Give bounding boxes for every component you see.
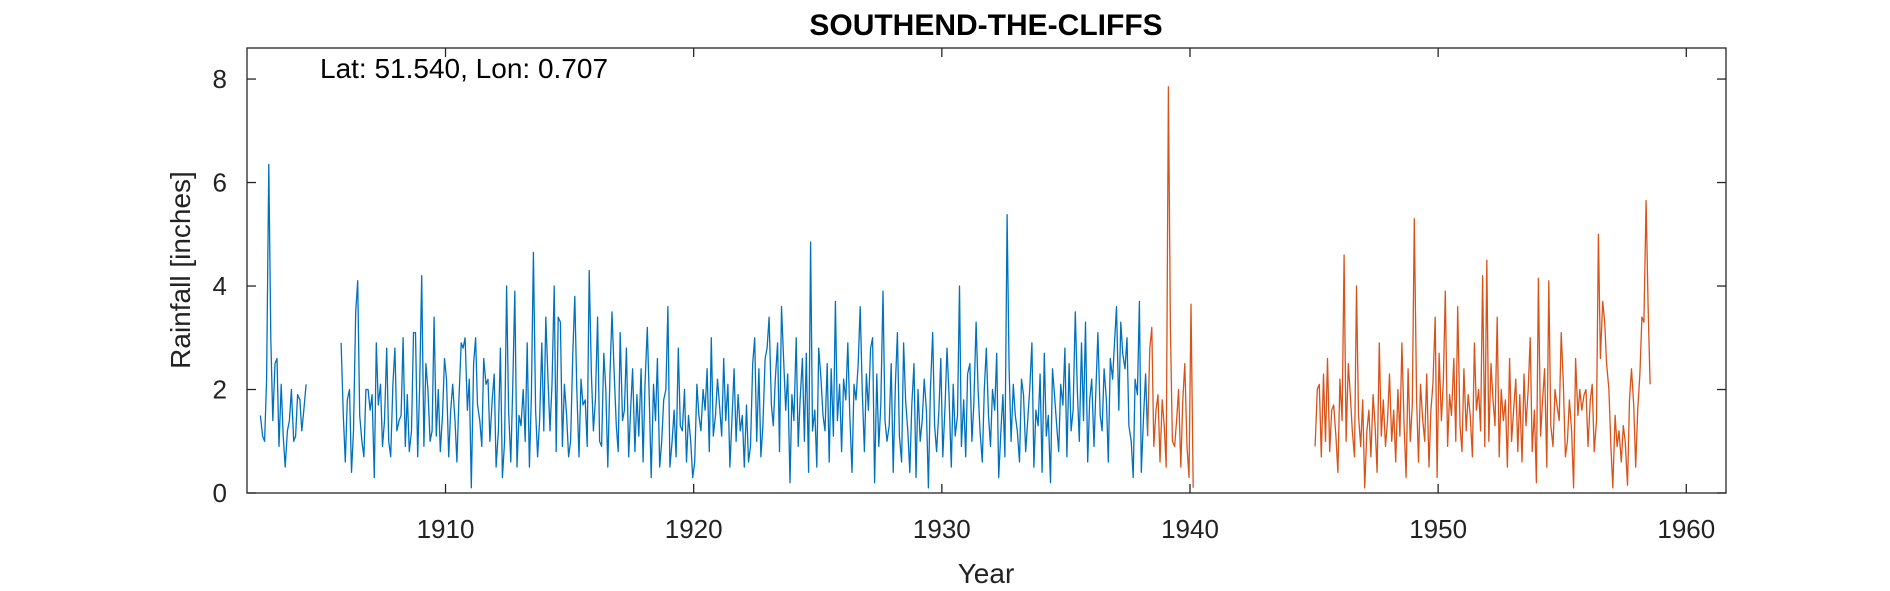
x-tick-label-1940: 1940 xyxy=(1161,514,1219,544)
y-tick-label-8: 8 xyxy=(213,64,227,94)
plot-frame xyxy=(246,47,1727,494)
series-1-line-segment-2 xyxy=(340,213,1149,489)
series-layer xyxy=(259,86,1651,489)
x-tick-label-1950: 1950 xyxy=(1409,514,1467,544)
plot-area xyxy=(247,48,1726,493)
chart-title: SOUTHEND-THE-CLIFFS xyxy=(809,9,1162,42)
series-2-line-segment-1 xyxy=(1146,86,1194,488)
series-2-line-segment-2 xyxy=(1314,199,1651,489)
series-1-line-segment-1 xyxy=(259,163,307,468)
y-tick-label-4: 4 xyxy=(213,271,227,301)
x-tick-label-1960: 1960 xyxy=(1657,514,1715,544)
ticks-layer: 1910 1920 1930 1940 1950 1960 0 2 4 6 8 xyxy=(213,48,1726,544)
location-annotation: Lat: 51.540, Lon: 0.707 xyxy=(320,53,608,84)
y-tick-label-6: 6 xyxy=(213,168,227,198)
x-tick-label-1910: 1910 xyxy=(417,514,475,544)
y-axis-label: Rainfall [inches] xyxy=(165,171,196,369)
y-tick-label-0: 0 xyxy=(213,478,227,508)
x-tick-label-1920: 1920 xyxy=(665,514,723,544)
x-axis-label: Year xyxy=(958,558,1015,589)
x-tick-label-1930: 1930 xyxy=(913,514,971,544)
y-tick-label-2: 2 xyxy=(213,375,227,405)
